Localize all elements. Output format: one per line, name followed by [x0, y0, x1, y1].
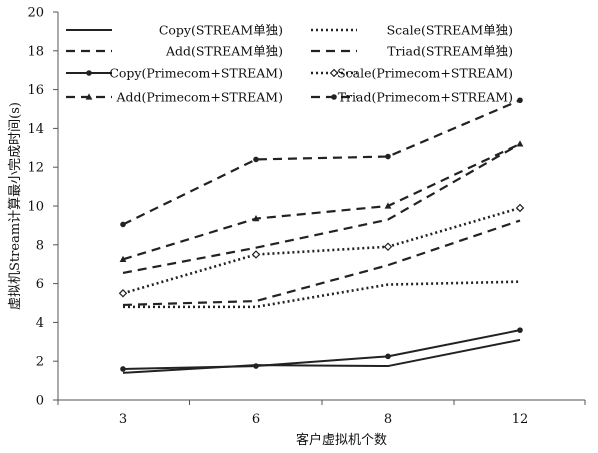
series-line [122, 206, 521, 295]
legend-marker [329, 68, 339, 78]
x-tick-label: 8 [384, 412, 392, 427]
data-point [120, 366, 126, 372]
series-line [122, 329, 521, 370]
y-tick-label: 12 [27, 161, 44, 176]
data-point [253, 363, 259, 369]
legend-entry: Add(STREAM单独) [66, 44, 283, 59]
series-4 [120, 327, 523, 372]
series-lines [118, 97, 525, 374]
x-axis-title: 客户虚拟机个数 [296, 432, 387, 448]
data-point [385, 153, 391, 160]
legend-entry: Copy(Primecom+STREAM) [66, 66, 283, 81]
data-point [517, 327, 523, 333]
legend-entry: Scale(Primecom+STREAM) [311, 66, 513, 81]
data-point [118, 289, 128, 298]
legend-entry: Triad(Primecom+STREAM) [311, 90, 513, 105]
series-0 [122, 338, 521, 374]
legend-label: Scale(STREAM单独) [387, 23, 513, 38]
y-tick-label: 20 [27, 6, 44, 21]
legend-label: Add(STREAM单独) [165, 44, 283, 59]
series-line [123, 280, 521, 309]
y-axis-title: 虚拟机Stream计算最小完成时间(s) [8, 102, 23, 310]
data-point [251, 250, 261, 259]
legend: Copy(STREAM单独) Scale(STREAM单独) Add(STREAM单… [66, 23, 513, 105]
series-3 [122, 219, 521, 307]
axes [53, 11, 586, 405]
data-point [252, 215, 260, 222]
series-1 [123, 280, 521, 309]
data-point [383, 242, 393, 251]
y-tick-label: 16 [27, 83, 44, 98]
series-line [122, 219, 521, 307]
legend-marker [86, 70, 92, 76]
legend-entry: Scale(STREAM单独) [311, 23, 513, 38]
y-tick-label: 18 [27, 44, 44, 59]
legend-entry: Triad(STREAM单独) [311, 44, 513, 59]
series-5 [118, 203, 525, 298]
data-point [120, 221, 126, 228]
legend-marker [85, 93, 93, 100]
x-tick-label: 6 [252, 412, 260, 427]
y-tick-label: 6 [36, 277, 44, 292]
data-point [515, 203, 525, 213]
series-7 [120, 97, 523, 228]
y-tick-label: 2 [36, 355, 44, 370]
series-line [122, 99, 521, 226]
data-point [253, 156, 259, 163]
data-point [517, 97, 523, 104]
y-tick-label: 10 [27, 200, 44, 215]
data-point [385, 353, 391, 360]
legend-entry: Add(Primecom+STREAM) [66, 90, 283, 105]
legend-label: Scale(Primecom+STREAM) [337, 66, 513, 81]
series-6 [119, 140, 524, 262]
series-line [122, 142, 521, 275]
legend-entry: Copy(STREAM单独) [66, 23, 283, 38]
legend-marker [331, 94, 337, 100]
y-tick-label: 0 [36, 394, 44, 409]
data-point [516, 140, 524, 147]
data-point [119, 255, 127, 262]
series-2 [122, 142, 521, 275]
y-tick-label: 4 [36, 316, 44, 331]
series-line [122, 338, 521, 374]
legend-label: Copy(Primecom+STREAM) [109, 66, 283, 81]
tick-labels: 0 2 4 6 8 10 12 14 16 18 20 3 6 8 12 [27, 6, 528, 428]
y-tick-label: 8 [36, 238, 44, 253]
series-line [122, 142, 521, 261]
x-tick-label: 3 [119, 412, 127, 427]
legend-label: Triad(STREAM单独) [387, 44, 513, 59]
legend-label: Add(Primecom+STREAM) [115, 90, 283, 105]
x-tick-label: 12 [512, 412, 529, 427]
legend-label: Copy(STREAM单独) [159, 23, 283, 38]
data-point [384, 202, 392, 209]
y-tick-label: 14 [27, 122, 44, 137]
legend-label: Triad(Primecom+STREAM) [338, 90, 513, 105]
